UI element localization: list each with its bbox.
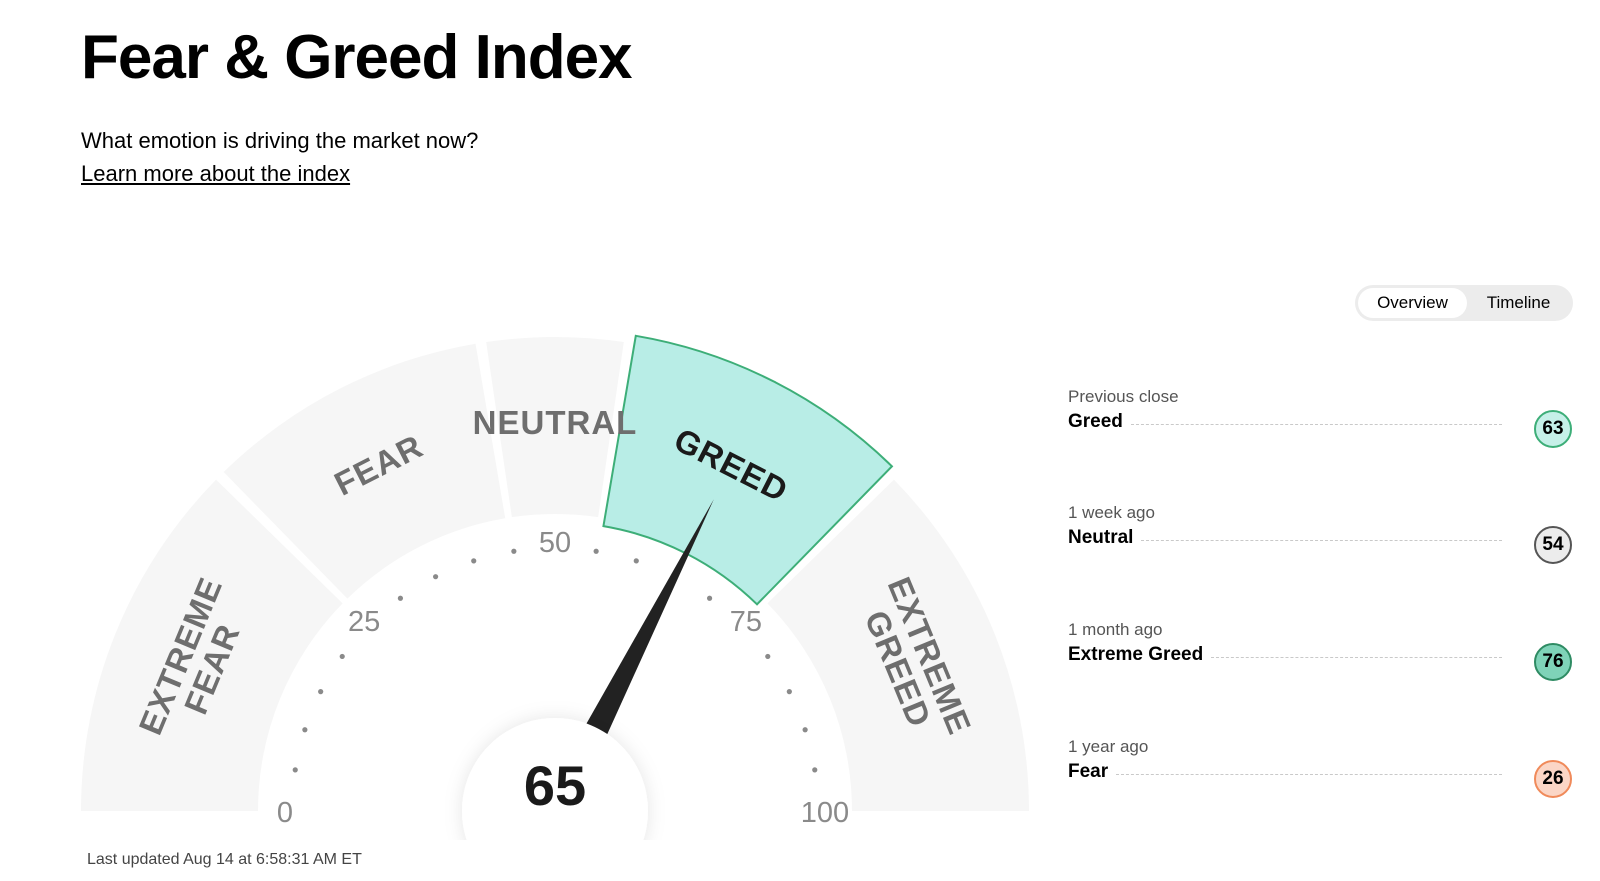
- history-when: Previous close: [1068, 387, 1179, 406]
- gauge-dot: [471, 558, 477, 564]
- gauge-dot: [593, 548, 599, 554]
- gauge-needle: [582, 499, 714, 741]
- gauge-dot: [765, 653, 771, 660]
- gauge-segment-fear: [223, 343, 506, 599]
- gauge-dot: [786, 689, 792, 695]
- history-rating: Neutral: [1068, 527, 1134, 548]
- gauge-hub: [462, 718, 648, 840]
- gauge-dot: [633, 558, 639, 564]
- gauge-tick-label: 25: [348, 606, 380, 638]
- gauge-value: 65: [524, 754, 586, 817]
- gauge-tick-label: 75: [730, 606, 762, 638]
- page-title: Fear & Greed Index: [81, 23, 633, 92]
- history-when: 1 year ago: [1068, 737, 1149, 756]
- history-item-previous-close: Previous close Greed 63: [1068, 387, 1574, 448]
- gauge-dot: [706, 595, 713, 601]
- dotted-leader: [1211, 656, 1502, 658]
- gauge-dot: [812, 767, 818, 773]
- history-rating: Extreme Greed: [1068, 644, 1204, 665]
- history-item-1-week-ago: 1 week ago Neutral 54: [1068, 503, 1574, 564]
- history-score-badge: 63: [1534, 410, 1572, 448]
- gauge-dot: [292, 767, 298, 773]
- learn-more-link[interactable]: Learn more about the index: [81, 161, 351, 186]
- gauge-segment-extreme-fear: [81, 479, 343, 811]
- gauge-dot: [339, 653, 345, 660]
- gauge-tick-label: 0: [277, 797, 293, 829]
- page-subtitle: What emotion is driving the market now?: [81, 128, 479, 153]
- tab-timeline[interactable]: Timeline: [1486, 293, 1551, 312]
- gauge-segment-neutral: [486, 337, 624, 518]
- history-rating: Greed: [1068, 411, 1123, 432]
- tab-overview[interactable]: Overview: [1358, 288, 1467, 318]
- dotted-leader: [1130, 423, 1502, 425]
- gauge-tick-label: 50: [539, 527, 571, 559]
- history-rating: Fear: [1068, 761, 1109, 782]
- last-updated: Last updated Aug 14 at 6:58:31 AM ET: [87, 851, 362, 868]
- history-score-badge: 76: [1534, 643, 1572, 681]
- gauge-dot: [397, 595, 404, 601]
- gauge-dot: [302, 727, 308, 733]
- gauge-dot: [433, 574, 439, 580]
- history-item-1-month-ago: 1 month ago Extreme Greed 76: [1068, 620, 1574, 681]
- gauge-dot: [318, 689, 324, 695]
- dotted-leader: [1141, 539, 1502, 541]
- history-when: 1 week ago: [1068, 503, 1155, 522]
- gauge-dot: [511, 548, 517, 554]
- view-toggle: Overview Timeline: [1355, 285, 1573, 321]
- history-score-badge: 54: [1534, 526, 1572, 564]
- history-score-badge: 26: [1534, 760, 1572, 798]
- history-item-1-year-ago: 1 year ago Fear 26: [1068, 737, 1574, 798]
- dotted-leader: [1116, 773, 1502, 775]
- history-when: 1 month ago: [1068, 620, 1163, 639]
- gauge-segment-greed: [602, 334, 894, 606]
- gauge-segment-label: NEUTRAL: [473, 404, 638, 441]
- gauge-tick-label: 100: [801, 797, 849, 829]
- gauge-dot: [802, 727, 808, 733]
- gauge-segment-extreme-greed: [767, 479, 1029, 811]
